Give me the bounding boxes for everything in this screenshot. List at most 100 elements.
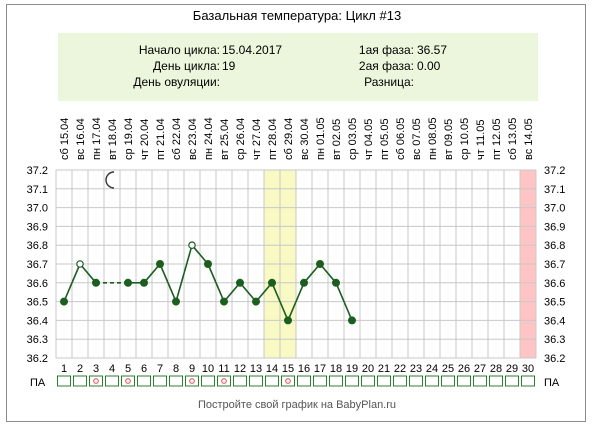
series-segment <box>271 282 289 321</box>
pa-day-box <box>297 375 311 387</box>
column-header: вс 07.05 <box>411 118 423 160</box>
pa-day-box <box>361 375 375 387</box>
day-number-label: 11 <box>218 363 229 375</box>
data-point <box>348 316 357 325</box>
column-header: пт 12.05 <box>491 118 503 160</box>
cycle-day-value: 19 <box>222 59 236 73</box>
day-number-label: 14 <box>266 363 278 375</box>
pa-day-box <box>377 375 391 387</box>
y-tick-label-left: 36.7 <box>27 259 48 271</box>
data-point <box>204 260 213 269</box>
ovulation-day-label: День овуляции: <box>133 75 220 89</box>
data-point <box>76 260 84 268</box>
pa-mark <box>125 378 131 384</box>
column-header: чт 04.05 <box>363 119 375 160</box>
pa-day-box <box>489 375 503 387</box>
series-segment <box>143 263 161 284</box>
series-segment <box>319 263 337 284</box>
pa-day-box <box>457 375 471 387</box>
data-point <box>188 241 196 250</box>
pa-day-box <box>201 375 215 387</box>
phase1-value: 36.57 <box>417 43 448 57</box>
data-point <box>123 278 132 287</box>
column-header: пн 17.04 <box>91 117 103 160</box>
y-tick-label-right: 36.8 <box>544 240 565 252</box>
column-header: ср 03.05 <box>347 118 359 160</box>
day-number-label: 18 <box>330 363 342 375</box>
pa-day-box <box>313 375 327 387</box>
column-header: сб 06.05 <box>395 118 407 160</box>
day-number-label: 13 <box>250 363 262 375</box>
column-header: вт 02.05 <box>331 119 343 160</box>
pa-mark <box>189 378 195 384</box>
day-number-label: 8 <box>173 363 179 375</box>
data-point <box>59 297 68 306</box>
pa-day-box <box>233 375 247 387</box>
day-number-label: 29 <box>506 363 518 375</box>
y-tick-label-right: 36.9 <box>544 221 565 233</box>
series-segment <box>239 282 257 303</box>
column-header: вт 25.04 <box>219 119 231 160</box>
data-point <box>156 260 165 269</box>
pa-day-box <box>409 375 423 387</box>
series-segment <box>207 263 225 302</box>
day-number-label: 24 <box>426 363 438 375</box>
day-number-label: 15 <box>282 363 294 375</box>
cycle-start-value: 15.04.2017 <box>222 43 283 57</box>
y-tick-label-right: 37.1 <box>544 184 565 196</box>
footer-link[interactable]: Постройте свой график на BabyPlan.ru <box>197 399 397 411</box>
series-segment <box>335 282 353 321</box>
series-segment <box>63 263 81 302</box>
day-number-label: 19 <box>346 363 358 375</box>
pa-day-box <box>425 375 439 387</box>
y-tick-label-right: 36.5 <box>544 297 565 309</box>
pa-day-box <box>393 375 407 387</box>
column-header: пт 05.05 <box>379 118 391 160</box>
column-header: ср 10.05 <box>459 118 471 160</box>
column-header: пт 21.04 <box>155 118 167 160</box>
y-tick-label-right: 36.7 <box>544 259 565 271</box>
data-point <box>284 316 293 325</box>
day-number-label: 30 <box>522 363 534 375</box>
data-point <box>140 278 149 287</box>
day-number-label: 4 <box>109 363 115 375</box>
pa-day-box <box>169 375 183 387</box>
data-point <box>172 297 181 306</box>
pa-day-box <box>473 375 487 387</box>
column-header: чт 20.04 <box>139 119 151 160</box>
y-tick-label-left: 36.4 <box>27 315 48 327</box>
y-tick-label-left: 36.8 <box>27 240 48 252</box>
phase2-label: 2ая фаза: <box>358 59 414 73</box>
data-point <box>316 260 325 269</box>
day-number-label: 25 <box>442 363 454 375</box>
column-header: вс 14.05 <box>523 118 535 160</box>
data-point <box>236 278 245 287</box>
day-number-label: 1 <box>61 363 67 375</box>
column-header: вт 18.04 <box>107 119 119 160</box>
column-header: ср 26.04 <box>235 118 247 160</box>
chart-title: Базальная температура: Цикл #13 <box>192 8 402 23</box>
series-segment <box>255 282 273 303</box>
column-header: вт 09.05 <box>443 119 455 160</box>
pa-day-box <box>121 375 135 387</box>
day-number-label: 10 <box>202 363 214 375</box>
y-tick-label-left: 37.0 <box>27 203 48 215</box>
day-number-label: 6 <box>141 363 147 375</box>
y-tick-label-left: 37.2 <box>27 165 48 177</box>
pa-day-box <box>185 375 199 387</box>
column-header: пт 28.04 <box>267 118 279 160</box>
series-segment <box>287 282 305 321</box>
column-header: сб 22.04 <box>171 118 183 160</box>
y-tick-label-right: 36.4 <box>544 315 565 327</box>
pa-day-box <box>105 375 119 387</box>
series-segment <box>191 244 209 265</box>
day-number-label: 2 <box>77 363 83 375</box>
pa-day-box <box>345 375 359 387</box>
column-header: сб 13.05 <box>507 118 519 160</box>
pa-day-box <box>249 375 263 387</box>
y-tick-label-left: 36.3 <box>27 334 48 346</box>
y-tick-label-left: 36.5 <box>27 297 48 309</box>
day-number-label: 16 <box>298 363 310 375</box>
data-point <box>91 278 100 287</box>
pa-day-box <box>505 375 519 387</box>
